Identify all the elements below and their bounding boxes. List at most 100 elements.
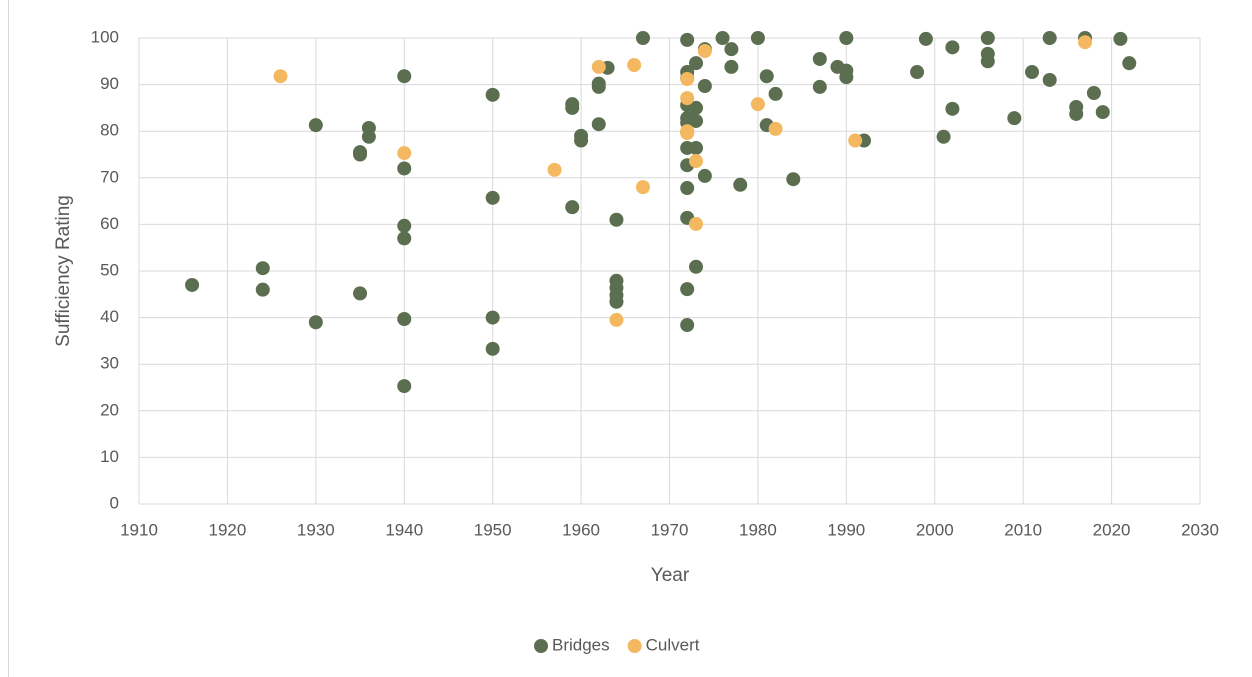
data-point (786, 172, 801, 187)
legend-marker (534, 639, 548, 653)
y-tick-label: 60 (100, 214, 119, 233)
data-point (547, 162, 562, 177)
data-point (255, 261, 270, 276)
data-point (609, 312, 624, 327)
data-point (680, 282, 695, 297)
x-tick-label: 2000 (916, 520, 954, 539)
x-tick-label: 1910 (120, 520, 158, 539)
y-tick-label: 20 (100, 400, 119, 419)
y-axis-label: Sufficiency Rating (53, 195, 74, 347)
data-point (1069, 106, 1084, 121)
x-tick-label: 1970 (651, 520, 689, 539)
data-point (485, 310, 500, 325)
data-point (361, 129, 376, 144)
data-point (697, 78, 712, 93)
data-point (397, 311, 412, 326)
data-point (635, 180, 650, 195)
data-point (945, 101, 960, 116)
data-point (565, 200, 580, 215)
x-tick-label: 1950 (474, 520, 512, 539)
data-point (724, 59, 739, 74)
data-point (680, 318, 695, 333)
data-point (680, 72, 695, 87)
data-point (627, 58, 642, 73)
x-tick-label: 1940 (385, 520, 423, 539)
data-point (308, 118, 323, 133)
data-point (680, 32, 695, 47)
data-point (768, 86, 783, 101)
x-tick-label: 2010 (1004, 520, 1042, 539)
y-tick-label: 80 (100, 121, 119, 140)
data-point (733, 177, 748, 192)
y-tick-label: 50 (100, 260, 119, 279)
data-point (1007, 111, 1022, 126)
data-point (839, 70, 854, 85)
data-point (1113, 31, 1128, 46)
data-point (768, 121, 783, 136)
data-point (574, 133, 589, 148)
y-tick-label: 0 (110, 493, 119, 512)
data-point (945, 40, 960, 55)
data-point (353, 286, 368, 301)
data-point (697, 168, 712, 183)
data-point (689, 56, 704, 71)
data-point (812, 79, 827, 94)
data-point (591, 79, 606, 94)
y-tick-label: 70 (100, 167, 119, 186)
data-point (750, 31, 765, 45)
data-point (1042, 31, 1057, 45)
data-point (1086, 85, 1101, 100)
data-point (397, 379, 412, 394)
data-point (397, 218, 412, 233)
data-point (750, 97, 765, 112)
data-point (910, 65, 925, 80)
data-point (565, 100, 580, 115)
data-point (680, 91, 695, 106)
data-point (689, 259, 704, 274)
data-point (936, 129, 951, 144)
data-point (255, 282, 270, 297)
data-point (724, 42, 739, 57)
data-point (485, 190, 500, 205)
data-point (848, 133, 863, 148)
data-point (591, 117, 606, 132)
data-point (1122, 56, 1137, 71)
data-point (689, 216, 704, 231)
data-point (980, 54, 995, 69)
data-point (397, 69, 412, 84)
data-point (689, 140, 704, 155)
data-point (485, 341, 500, 356)
data-point (353, 147, 368, 162)
y-tick-label: 30 (100, 354, 119, 373)
data-point (1042, 72, 1057, 87)
data-point (689, 100, 704, 115)
x-tick-label: 2020 (1093, 520, 1131, 539)
data-point (839, 31, 854, 45)
data-point (609, 294, 624, 309)
data-point (689, 154, 704, 169)
data-point (812, 51, 827, 66)
data-point (397, 146, 412, 161)
x-tick-label: 1930 (297, 520, 335, 539)
data-point (635, 31, 650, 45)
x-axis-label: Year (651, 565, 690, 586)
data-point (1078, 35, 1093, 50)
legend-label: Bridges (552, 635, 610, 654)
data-point (397, 231, 412, 246)
data-point (689, 113, 704, 128)
x-tick-label: 1960 (562, 520, 600, 539)
data-point (609, 212, 624, 227)
legend-label: Culvert (646, 635, 700, 654)
data-point (591, 59, 606, 74)
data-point (715, 31, 730, 45)
data-point (680, 181, 695, 196)
data-point (1025, 65, 1040, 80)
y-tick-label: 90 (100, 74, 119, 93)
y-tick-label: 100 (91, 27, 119, 46)
data-point (397, 161, 412, 176)
data-point (1095, 105, 1110, 120)
data-point (485, 87, 500, 102)
legend-marker (627, 639, 642, 653)
data-point (918, 31, 933, 46)
